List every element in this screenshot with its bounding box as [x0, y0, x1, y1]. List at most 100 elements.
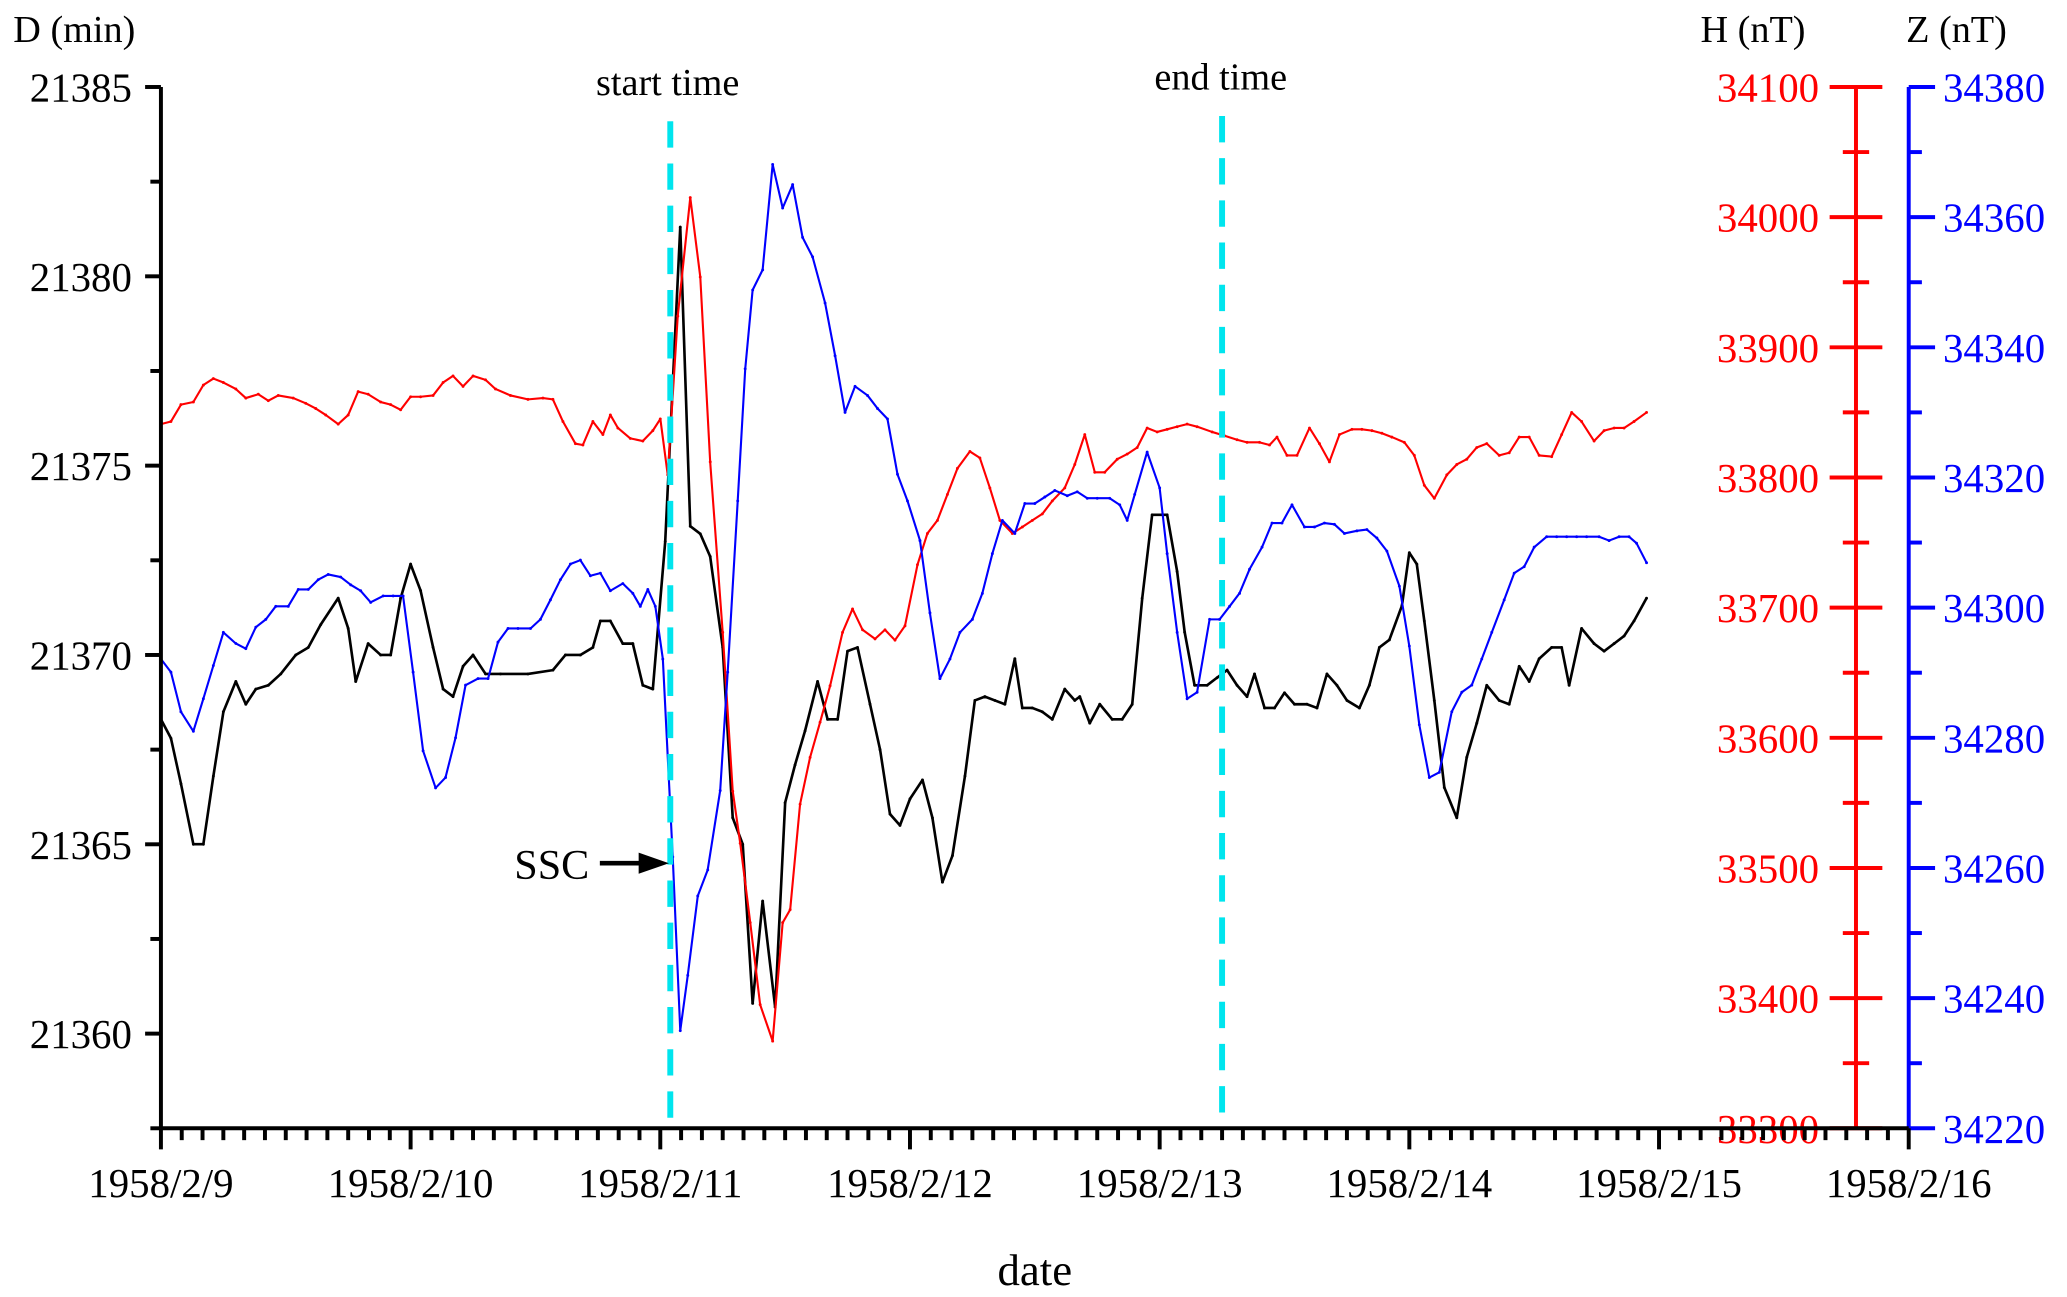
data-point-Z — [401, 594, 405, 598]
data-point-H — [201, 383, 205, 387]
data-point-Z — [608, 589, 612, 593]
data-point-H — [1422, 483, 1426, 487]
data-point-Z — [434, 786, 438, 790]
data-point-H — [758, 1003, 762, 1007]
data-point-H — [748, 921, 752, 925]
data-point-H — [708, 460, 712, 464]
data-point-H — [1580, 420, 1584, 423]
data-point-D — [1003, 702, 1007, 706]
data-point-D — [399, 596, 403, 600]
data-point-H — [1550, 455, 1554, 459]
data-point-Z — [938, 677, 942, 681]
data-point-Z — [686, 973, 690, 977]
data-point-H — [471, 374, 475, 378]
data-point-D — [1357, 706, 1361, 710]
data-point-Z — [598, 571, 602, 575]
data-point-Z — [781, 206, 785, 210]
data-point-H — [244, 396, 248, 400]
z-tick-label: 34380 — [1943, 65, 2045, 110]
data-point-D — [1283, 691, 1286, 695]
data-point-H — [1145, 426, 1149, 430]
data-point-Z — [1065, 494, 1069, 498]
data-point-D — [336, 596, 340, 600]
data-point-H — [1285, 453, 1289, 457]
data-point-Z — [886, 417, 889, 421]
data-point-H — [1195, 425, 1199, 429]
data-point-H — [676, 314, 680, 318]
data-point-H — [893, 638, 897, 642]
data-point-D — [793, 763, 797, 767]
data-point-D — [1345, 698, 1349, 702]
data-point-D — [993, 698, 997, 702]
data-point-H — [509, 394, 512, 397]
data-point-D — [319, 623, 323, 627]
data-point-Z — [211, 664, 215, 668]
data-point-D — [688, 524, 692, 528]
data-point-H — [1645, 410, 1648, 414]
data-point-Z — [496, 640, 500, 644]
data-point-H — [191, 400, 195, 404]
data-point-H — [419, 395, 423, 399]
data-point-H — [601, 433, 605, 436]
data-point-D — [598, 619, 602, 623]
data-point-Z — [843, 410, 847, 414]
data-point-Z — [234, 641, 238, 645]
data-point-D — [1253, 672, 1256, 676]
data-point-H — [788, 908, 792, 912]
data-point-H — [356, 390, 360, 394]
data-point-D — [1098, 702, 1102, 706]
data-point-H — [841, 630, 845, 634]
data-point-H — [324, 413, 328, 417]
data-point-D — [940, 880, 944, 884]
data-point-Z — [1617, 535, 1621, 539]
data-point-D — [1567, 683, 1571, 687]
data-point-H — [1360, 427, 1364, 431]
data-point-H — [291, 396, 295, 400]
data-point-H — [698, 275, 702, 279]
data-point-Z — [833, 354, 837, 358]
data-point-D — [678, 225, 682, 229]
data-point-Z — [1313, 525, 1316, 529]
data-point-D — [950, 854, 954, 858]
data-point-H — [1093, 470, 1097, 474]
data-point-D — [1293, 702, 1296, 706]
data-point-D — [279, 672, 283, 676]
d-tick-label: 21385 — [30, 65, 132, 110]
data-point-H — [828, 684, 832, 688]
data-point-Z — [244, 647, 248, 651]
data-point-H — [873, 637, 877, 641]
data-point-Z — [568, 562, 572, 566]
data-point-Z — [306, 587, 310, 591]
data-point-H — [221, 381, 225, 384]
data-point-D — [708, 555, 712, 558]
data-point-H — [336, 422, 340, 426]
data-point-Z — [896, 472, 899, 476]
data-point-H — [431, 394, 435, 397]
data-point-H — [798, 802, 802, 806]
end-time-label: end time — [1154, 57, 1287, 99]
data-point-Z — [326, 572, 330, 576]
data-point-D — [191, 842, 195, 846]
series-line-Z — [160, 163, 1648, 1032]
data-point-Z — [1323, 521, 1326, 525]
d-tick-label: 21370 — [30, 633, 132, 678]
data-point-D — [1602, 649, 1606, 653]
data-point-D — [1225, 668, 1229, 672]
data-point-H — [978, 456, 982, 460]
data-point-Z — [631, 591, 635, 595]
data-point-H — [1350, 427, 1354, 431]
data-point-D — [1063, 687, 1067, 691]
data-point-H — [1337, 433, 1341, 436]
data-point-H — [1485, 442, 1489, 446]
data-point-H — [551, 397, 555, 401]
data-point-H — [581, 443, 585, 447]
data-point-D — [856, 645, 859, 649]
data-point-D — [1475, 721, 1479, 725]
data-point-H — [771, 1039, 775, 1043]
data-point-Z — [1512, 571, 1516, 575]
data-point-D — [379, 653, 383, 657]
data-point-Z — [678, 1029, 682, 1033]
data-point-Z — [1118, 503, 1122, 507]
data-point-Z — [1280, 521, 1284, 525]
